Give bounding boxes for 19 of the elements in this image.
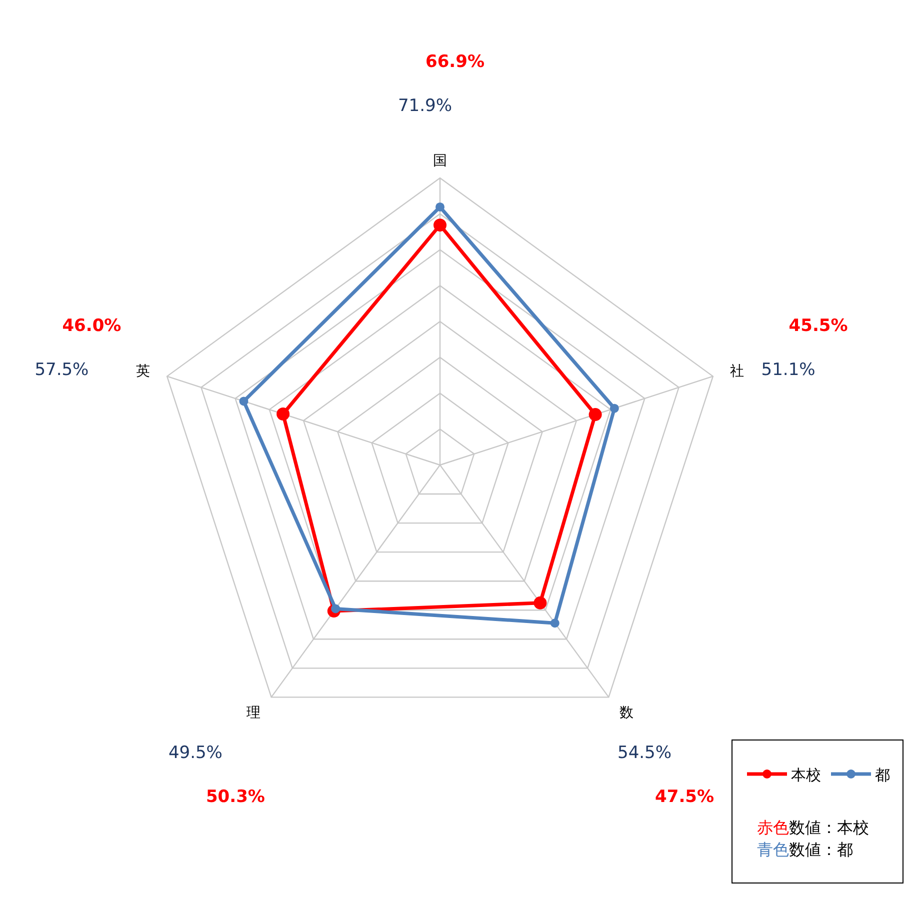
- text: 54.5%: [618, 743, 672, 764]
- text: 47.5%: [655, 787, 714, 808]
- legend-label: 都: [875, 766, 890, 784]
- text: 赤色数値：本校: [757, 818, 869, 837]
- legend-label: 本校: [791, 766, 821, 784]
- spoke-label: 国: [433, 153, 447, 169]
- text: 45.5%: [788, 316, 848, 336]
- spoke-label: 数: [619, 704, 634, 721]
- spoke-label: 英: [136, 364, 150, 380]
- text: 66.9%: [426, 52, 484, 72]
- spoke-label: 社: [730, 364, 744, 380]
- text: 51.1%: [761, 360, 816, 380]
- text: 57.5%: [34, 360, 89, 380]
- text: 49.5%: [168, 743, 222, 764]
- spoke-label: 理: [246, 704, 261, 721]
- text: 50.3%: [206, 787, 265, 808]
- text: 46.0%: [62, 316, 122, 336]
- text: 青色数値：都: [757, 840, 853, 859]
- text: 71.9%: [398, 96, 452, 116]
